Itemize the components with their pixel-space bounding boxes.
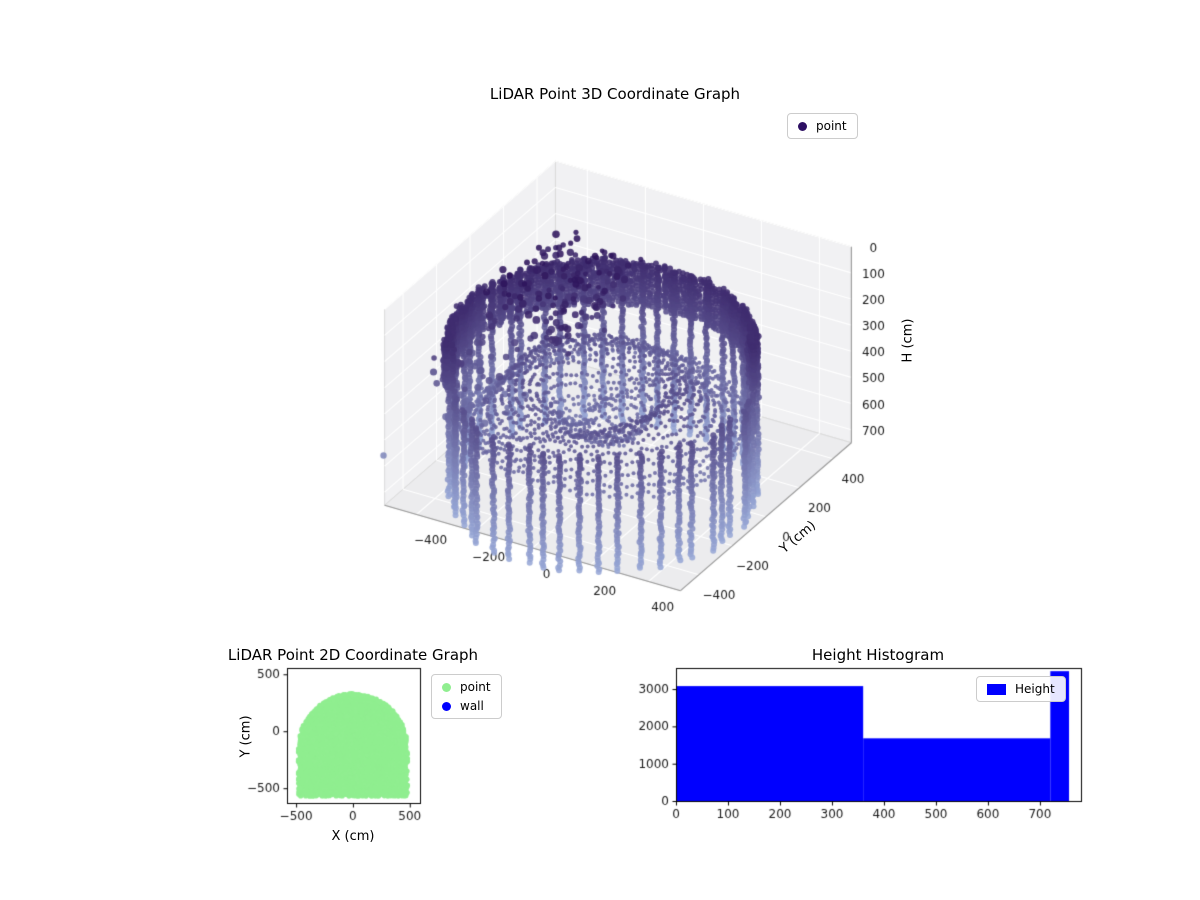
- legend-label: point: [816, 119, 847, 133]
- point-marker-icon: [442, 682, 451, 692]
- plot2d-legend: point wall: [431, 674, 502, 719]
- plot3d-h-axis-label: H (cm): [900, 318, 916, 363]
- plot3d-title: LiDAR Point 3D Coordinate Graph: [489, 85, 741, 103]
- histogram-legend: Height: [976, 676, 1066, 702]
- point-marker-icon: [798, 121, 807, 131]
- plot2d-x-axis-label: X (cm): [331, 829, 375, 844]
- legend-label: Height: [1015, 682, 1055, 696]
- histogram-title: Height Histogram: [811, 646, 945, 664]
- legend-item-point-3d: point: [798, 119, 847, 133]
- plot3d-legend: point: [787, 113, 858, 139]
- legend-item-height: Height: [987, 682, 1055, 696]
- legend-label: wall: [460, 699, 484, 713]
- legend-item-point-2d: point: [442, 680, 491, 694]
- legend-item-wall-2d: wall: [442, 699, 491, 713]
- plot2d-y-axis-label: Y (cm): [238, 715, 254, 758]
- plot2d-title: LiDAR Point 2D Coordinate Graph: [227, 646, 479, 664]
- wall-marker-icon: [442, 701, 451, 711]
- height-patch-icon: [987, 683, 1006, 695]
- legend-label: point: [460, 680, 491, 694]
